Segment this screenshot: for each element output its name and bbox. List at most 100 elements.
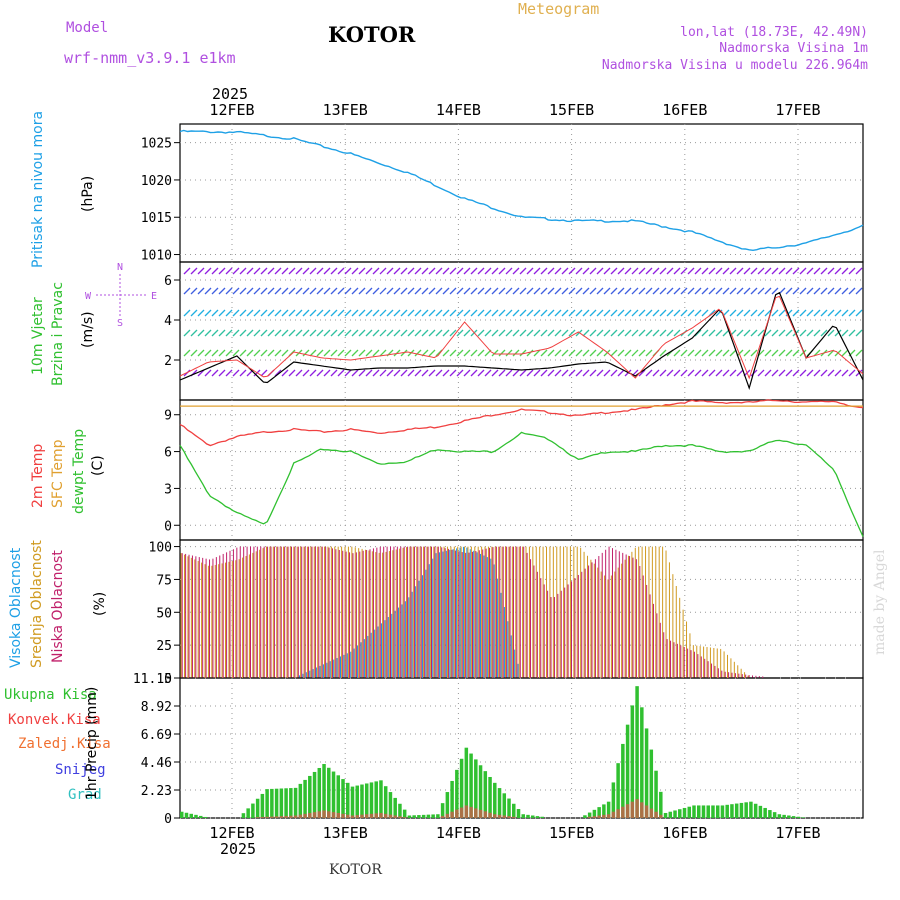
wind-barb xyxy=(498,309,506,317)
wind-barb xyxy=(575,287,583,295)
wind-barb xyxy=(253,349,261,357)
precip-conv-bar xyxy=(497,814,502,818)
precip-conv-bar xyxy=(293,815,298,818)
wind-barb xyxy=(302,309,310,317)
y-tick-label: 75 xyxy=(156,573,172,588)
wind-barb xyxy=(232,329,240,337)
wind-barb xyxy=(414,329,422,337)
wind-barb xyxy=(617,287,625,295)
precip-conv-bar xyxy=(478,809,483,818)
precip-bar xyxy=(440,803,445,818)
wind-barb xyxy=(316,369,324,377)
wind-barb xyxy=(470,369,478,377)
wind-barb xyxy=(750,287,758,295)
precip-bar xyxy=(189,813,193,818)
wind-barb xyxy=(449,349,457,357)
wind-barb xyxy=(659,369,667,377)
wind-barb xyxy=(708,329,716,337)
wind-barb xyxy=(239,267,247,275)
wind-barb xyxy=(743,267,751,275)
altitude-label: Nadmorska Visina 1m xyxy=(719,41,868,56)
precip-bar xyxy=(739,802,744,818)
wind-barb xyxy=(757,329,765,337)
wind-barb xyxy=(351,329,359,337)
wind-barb xyxy=(183,329,191,337)
wind-barb xyxy=(463,329,471,337)
precip-conv-bar xyxy=(507,816,511,818)
wind-barb xyxy=(638,267,646,275)
precip-conv-bar xyxy=(331,812,336,818)
wind-barb xyxy=(267,329,275,337)
cloud-unit: (%) xyxy=(92,591,108,616)
wind-barb xyxy=(554,369,562,377)
precip-bar xyxy=(341,779,345,818)
wind-barb xyxy=(484,369,492,377)
wind-barb xyxy=(484,267,492,275)
wind-barb xyxy=(589,267,597,275)
wind-barb xyxy=(834,287,842,295)
wind-barb xyxy=(246,349,254,357)
wind-barb xyxy=(540,267,548,275)
wind-barb xyxy=(183,287,191,295)
wind-barb xyxy=(330,287,338,295)
wind-barb xyxy=(533,309,541,317)
precip-bar xyxy=(431,814,435,818)
wind-barb xyxy=(855,267,863,275)
wind-barb xyxy=(204,349,212,357)
wind-barb xyxy=(701,267,709,275)
wind-barb xyxy=(260,369,268,377)
precip-bar xyxy=(640,707,644,818)
wind-barb xyxy=(316,309,324,317)
wind-barb xyxy=(820,329,828,337)
wind-barb xyxy=(358,349,366,357)
wind-barb xyxy=(617,309,625,317)
wind-barb xyxy=(638,287,646,295)
model-name: wrf-nmm_v3.9.1 e1km xyxy=(64,49,236,67)
precip-conv-bar xyxy=(659,814,663,818)
precip-conv-bar xyxy=(260,816,265,818)
wind-barb xyxy=(505,349,513,357)
wind-barb xyxy=(505,287,513,295)
wind-barb xyxy=(498,349,506,357)
wind-barb xyxy=(694,267,702,275)
year-bottom-label: 2025 xyxy=(220,840,256,858)
wind-barb xyxy=(673,267,681,275)
wind-barb xyxy=(477,309,485,317)
lonlat-label: lon,lat (18.73E, 42.49N) xyxy=(680,25,868,40)
wind-barb xyxy=(624,349,632,357)
precip-legend-total: Ukupna Kisa xyxy=(4,687,97,703)
wind-barb xyxy=(631,309,639,317)
precip-conv-bar xyxy=(597,815,601,818)
wind-barb xyxy=(330,369,338,377)
wind-barb xyxy=(834,369,842,377)
wind-barb xyxy=(267,309,275,317)
wind-barb xyxy=(351,287,359,295)
wind-barb xyxy=(603,267,611,275)
wind-barb xyxy=(855,287,863,295)
wind-barb xyxy=(449,369,457,377)
wind-barb xyxy=(372,267,380,275)
y-tick-label: 4.46 xyxy=(141,756,172,771)
wind-barb xyxy=(519,267,527,275)
wind-barb xyxy=(631,267,639,275)
wind-barb xyxy=(351,369,359,377)
wind-barb xyxy=(211,329,219,337)
wind-barb xyxy=(568,287,576,295)
wind-barb xyxy=(197,287,205,295)
wind-barb xyxy=(596,329,604,337)
wind-barb xyxy=(491,309,499,317)
wind-barb xyxy=(827,369,835,377)
wind-barb xyxy=(414,309,422,317)
wind-barb xyxy=(631,329,639,337)
wind-barb xyxy=(267,287,275,295)
x-bottom-label: 13FEB xyxy=(323,824,368,842)
wind-barb xyxy=(190,267,198,275)
wind-barb xyxy=(365,267,373,275)
wind-barb xyxy=(463,309,471,317)
wind-unit: (m/s) xyxy=(80,311,96,348)
precip-bar xyxy=(526,814,530,818)
wind-barb xyxy=(834,267,842,275)
precip-bar xyxy=(398,803,402,818)
precip-bar xyxy=(265,789,269,818)
wind-barb xyxy=(701,309,709,317)
